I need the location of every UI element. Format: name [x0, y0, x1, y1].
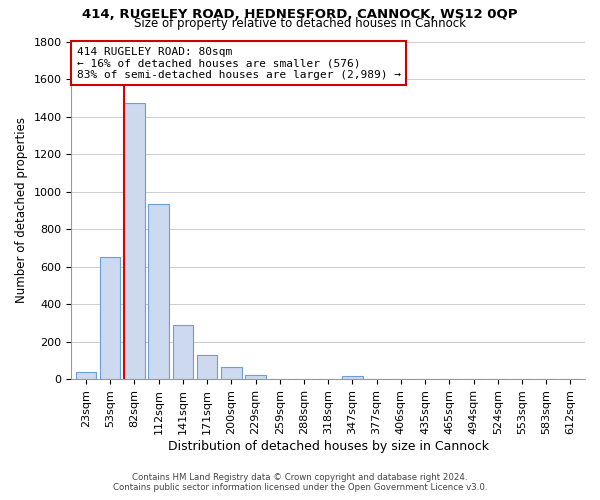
Text: Contains HM Land Registry data © Crown copyright and database right 2024.
Contai: Contains HM Land Registry data © Crown c…	[113, 473, 487, 492]
Text: 414 RUGELEY ROAD: 80sqm
← 16% of detached houses are smaller (576)
83% of semi-d: 414 RUGELEY ROAD: 80sqm ← 16% of detache…	[77, 46, 401, 80]
Bar	[342, 376, 363, 379]
Text: Size of property relative to detached houses in Cannock: Size of property relative to detached ho…	[134, 18, 466, 30]
Bar	[124, 104, 145, 379]
Bar	[221, 367, 242, 379]
Text: 414, RUGELEY ROAD, HEDNESFORD, CANNOCK, WS12 0QP: 414, RUGELEY ROAD, HEDNESFORD, CANNOCK, …	[82, 8, 518, 20]
Bar	[100, 257, 121, 379]
Bar	[76, 372, 96, 379]
Y-axis label: Number of detached properties: Number of detached properties	[15, 118, 28, 304]
Bar	[245, 375, 266, 379]
Bar	[197, 354, 217, 379]
X-axis label: Distribution of detached houses by size in Cannock: Distribution of detached houses by size …	[168, 440, 489, 452]
Bar	[173, 324, 193, 379]
Bar	[148, 204, 169, 379]
